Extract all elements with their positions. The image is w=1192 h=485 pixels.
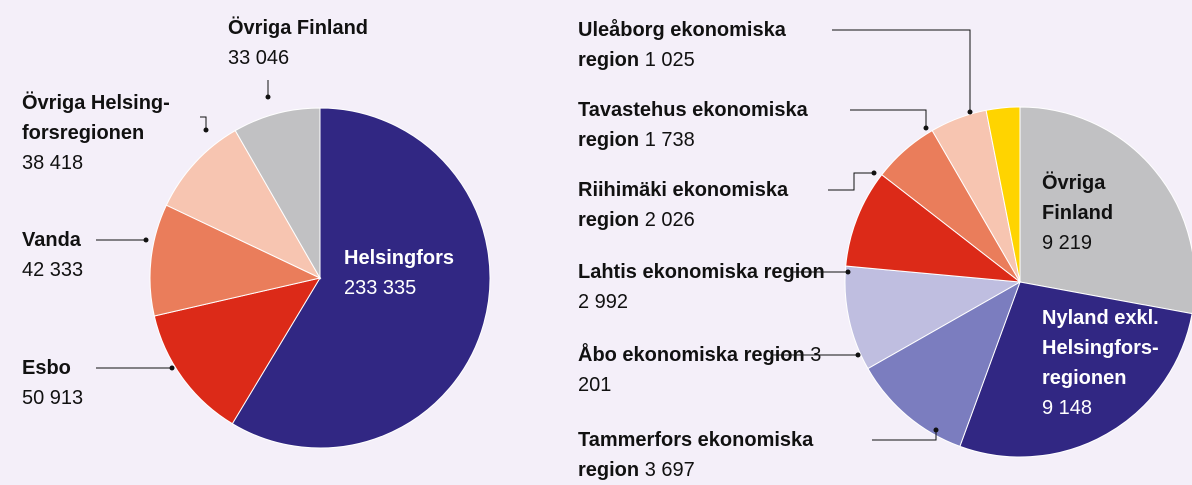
slice-label: Övriga Finland 33 046 [228, 13, 428, 73]
pie-slice [234, 107, 321, 280]
category-name: Tammerfors ekonomiska region [578, 429, 814, 481]
category-name: Övriga Finland [1042, 172, 1114, 224]
value-label: 2 992 [578, 291, 629, 313]
value-label: 1 025 [644, 49, 695, 71]
category-name: Riihimäki ekonomiska region [578, 179, 789, 231]
leader-line [828, 172, 874, 191]
value-label: 3 697 [644, 459, 695, 481]
pie-slice [959, 281, 1192, 458]
pie-slice [845, 173, 1022, 283]
value-label: 42 333 [22, 259, 84, 281]
leader-dot [855, 352, 861, 358]
leader-dot [265, 94, 271, 100]
leader-dot [933, 427, 939, 433]
slice-label: Åbo ekonomiska region 3 201 [578, 340, 838, 400]
pie-slice [985, 106, 1021, 283]
pie-slice [165, 129, 322, 280]
value-label: 2 026 [644, 209, 695, 231]
leader-dot [871, 170, 877, 176]
pie-slice [149, 204, 322, 317]
leader-dot [923, 125, 929, 131]
category-name: Övriga Finland [228, 17, 369, 39]
pie-slice [231, 107, 491, 449]
leader-dot [967, 109, 973, 115]
category-name: Vanda [22, 229, 81, 251]
category-name: Lahtis ekonomiska region [578, 261, 825, 283]
category-name: Helsingfors [344, 247, 455, 269]
slice-label: Helsingfors 233 335 [344, 243, 504, 303]
pie-slice [867, 280, 1021, 447]
leader-line [832, 29, 971, 112]
category-name: Övriga Helsing­forsregionen [22, 92, 170, 144]
value-label: 9 219 [1042, 232, 1093, 254]
slice-label: Uleåborg ekonomiska region 1 025 [578, 15, 838, 75]
slice-label: Nyland exkl. Helsingfors­regionen 9 148 [1042, 303, 1182, 423]
pie-slice [844, 265, 1022, 370]
slice-label: Övriga Helsing­forsregionen 38 418 [22, 88, 204, 178]
category-name: Uleåborg ekonomiska region [578, 19, 786, 71]
slice-label: Tammerfors ekonomiska region 3 697 [578, 425, 838, 485]
leader-dot [203, 127, 209, 133]
category-name: Åbo ekonomiska region [578, 344, 805, 366]
leader-dot [845, 269, 851, 275]
slice-label: Lahtis ekonomiska region 2 992 [578, 257, 838, 317]
value-label: 33 046 [228, 47, 290, 69]
value-label: 38 418 [22, 152, 84, 174]
leader-dot [169, 365, 175, 371]
slice-label: Esbo 50 913 [22, 353, 142, 413]
category-name: Esbo [22, 357, 71, 379]
category-name: Tavastehus ekonomiska region [578, 99, 808, 151]
value-label: 9 148 [1042, 397, 1093, 419]
slice-label: Riihimäki ekonomiska region 2 026 [578, 175, 838, 235]
slice-label: Övriga Finland 9 219 [1042, 168, 1152, 258]
value-label: 50 913 [22, 387, 84, 409]
category-name: Nyland exkl. Helsingfors­regionen [1042, 307, 1159, 389]
value-label: 233 335 [344, 277, 417, 299]
value-label: 1 738 [644, 129, 695, 151]
leader-line [872, 430, 937, 441]
slice-label: Tavastehus ekonomiska region 1 738 [578, 95, 858, 155]
leader-line [200, 116, 207, 130]
pie-slice [153, 277, 322, 425]
pie-slice [1019, 106, 1192, 315]
slice-label: Vanda 42 333 [22, 225, 142, 285]
leader-line [850, 109, 927, 128]
leader-dot [143, 237, 149, 243]
value-label: 3 201 [578, 344, 822, 396]
